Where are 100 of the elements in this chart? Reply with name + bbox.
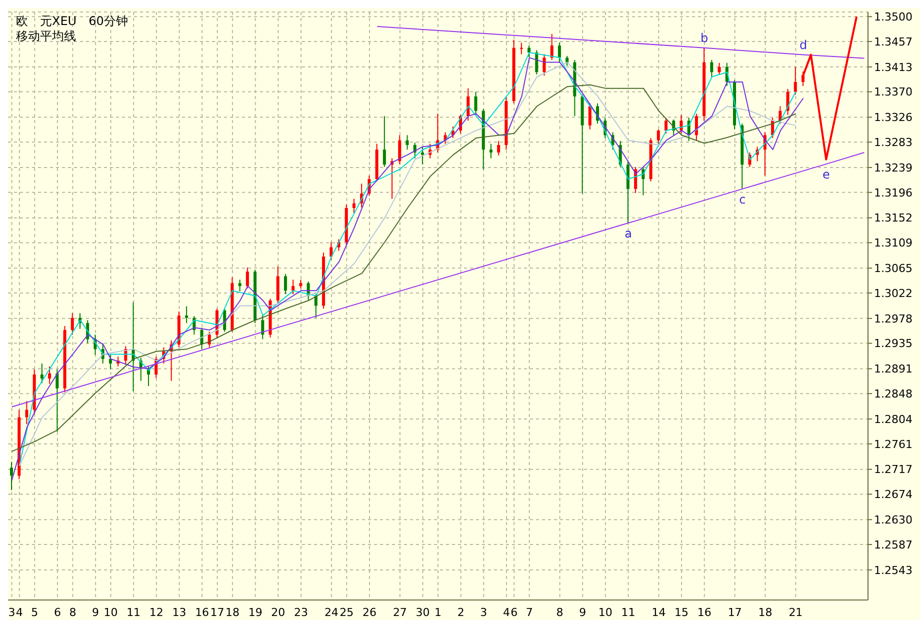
- y-tick-label: 1.2978: [874, 312, 912, 326]
- x-tick-label: 24: [324, 606, 338, 619]
- line-series: [376, 26, 865, 59]
- x-tick-label: 3: [8, 606, 16, 619]
- x-tick-label: 27: [392, 606, 407, 619]
- candlestick: [398, 134, 402, 165]
- x-tick-label: 21: [788, 606, 803, 619]
- candlestick: [246, 267, 249, 289]
- candlestick: [25, 400, 28, 425]
- candlestick: [550, 33, 554, 60]
- candlestick: [185, 306, 188, 324]
- candlestick: [710, 59, 714, 78]
- y-tick-label: 1.2804: [874, 412, 912, 426]
- x-tick-label: 19: [248, 606, 262, 619]
- y-tick-label: 1.3196: [874, 186, 912, 200]
- y-tick-label: 1.2717: [874, 463, 912, 476]
- data-label: e: [822, 168, 830, 182]
- x-tick-label: 23: [294, 606, 308, 619]
- candlestick: [284, 273, 287, 295]
- y-tick-label: 1.3370: [874, 86, 912, 99]
- candlestick: [694, 113, 698, 142]
- candlestick: [794, 66, 797, 96]
- y-tick-label: 1.3109: [874, 236, 912, 250]
- x-tick-label: 11: [126, 606, 141, 619]
- x-tick-label: 20: [271, 606, 286, 619]
- y-tick-label: 1.2543: [874, 564, 912, 577]
- y-tick-label: 1.3457: [874, 35, 912, 48]
- y-tick-label: 1.2630: [874, 514, 912, 527]
- y-tick-label: 1.2761: [874, 438, 912, 451]
- x-tick-label: 7: [526, 606, 533, 619]
- candlestick: [352, 198, 356, 214]
- y-tick-label: 1.3065: [874, 262, 912, 276]
- y-tick-label: 1.3283: [874, 136, 912, 149]
- y-tick-label: 1.2848: [874, 388, 912, 400]
- x-tick-label: 18: [758, 606, 772, 619]
- x-tick-label: 4: [502, 606, 510, 619]
- candlestick: [664, 117, 668, 134]
- y-tick-label: 1.3239: [874, 161, 912, 174]
- x-tick-label: 2: [457, 606, 464, 619]
- candlestick: [558, 42, 561, 64]
- candlestick: [520, 42, 523, 55]
- candlestick: [718, 62, 721, 75]
- y-tick-label: 1.3326: [874, 111, 912, 124]
- x-tick-label: 11: [621, 606, 636, 619]
- y-tick-label: 1.3152: [874, 212, 912, 225]
- x-tick-label: 10: [598, 606, 612, 619]
- candlestick: [656, 128, 660, 144]
- candlestick: [10, 461, 13, 491]
- candlestick: [489, 143, 492, 159]
- candlestick: [528, 45, 531, 58]
- candlestick: [261, 314, 264, 340]
- chart-title: 欧 元XEU 60分钟: [16, 14, 128, 29]
- x-tick-label: 16: [195, 606, 210, 619]
- candlestick: [382, 116, 386, 168]
- x-tick-label: 30: [416, 606, 430, 619]
- x-tick-label: 1: [434, 606, 442, 619]
- data-label: c: [739, 192, 746, 206]
- x-tick-label: 15: [674, 606, 689, 619]
- x-tick-label: 9: [579, 606, 586, 619]
- x-tick-label: 16: [697, 606, 712, 619]
- y-tick-label: 1.2674: [874, 488, 912, 502]
- y-tick-label: 1.3022: [874, 286, 912, 300]
- x-tick-label: 8: [556, 606, 564, 619]
- x-tick-label: 5: [31, 606, 38, 619]
- x-tick-label: 12: [149, 606, 164, 619]
- candlestick: [466, 88, 470, 122]
- data-label: d: [799, 38, 808, 52]
- y-tick-label: 1.2587: [874, 538, 912, 552]
- y-tick-label: 1.2935: [874, 337, 912, 350]
- data-label: a: [624, 226, 632, 241]
- candlestick: [566, 55, 569, 66]
- candlestick: [238, 279, 242, 292]
- candlestick: [588, 102, 592, 130]
- candlestick: [497, 140, 500, 156]
- candlestick: [40, 363, 44, 384]
- candlestick: [330, 242, 333, 260]
- candlestick: [48, 366, 52, 384]
- x-tick-label: 25: [340, 606, 354, 619]
- candlestick: [474, 91, 478, 116]
- x-tick-label: 10: [104, 606, 118, 619]
- x-tick-label: 17: [728, 606, 742, 619]
- line-series: [11, 152, 865, 408]
- candlestick: [208, 331, 211, 348]
- x-tick-label: 6: [510, 606, 518, 619]
- x-tick-label: 13: [172, 606, 186, 619]
- text: 移动平均线: [16, 29, 77, 44]
- x-tick-label: 3: [480, 606, 488, 619]
- x-tick-label: 8: [69, 606, 76, 619]
- candlestick: [420, 146, 424, 165]
- x-tick-label: 4: [16, 606, 23, 619]
- candlestick: [542, 54, 546, 76]
- candlestick: [70, 312, 74, 336]
- candlestick: [292, 279, 295, 295]
- candlestick: [680, 114, 683, 134]
- candlestick: [56, 368, 59, 432]
- data-label: b: [700, 30, 708, 45]
- line-series: [802, 16, 858, 160]
- candlestick: [406, 134, 409, 150]
- x-tick-label: 18: [226, 606, 240, 619]
- x-tick-label: 6: [54, 606, 61, 619]
